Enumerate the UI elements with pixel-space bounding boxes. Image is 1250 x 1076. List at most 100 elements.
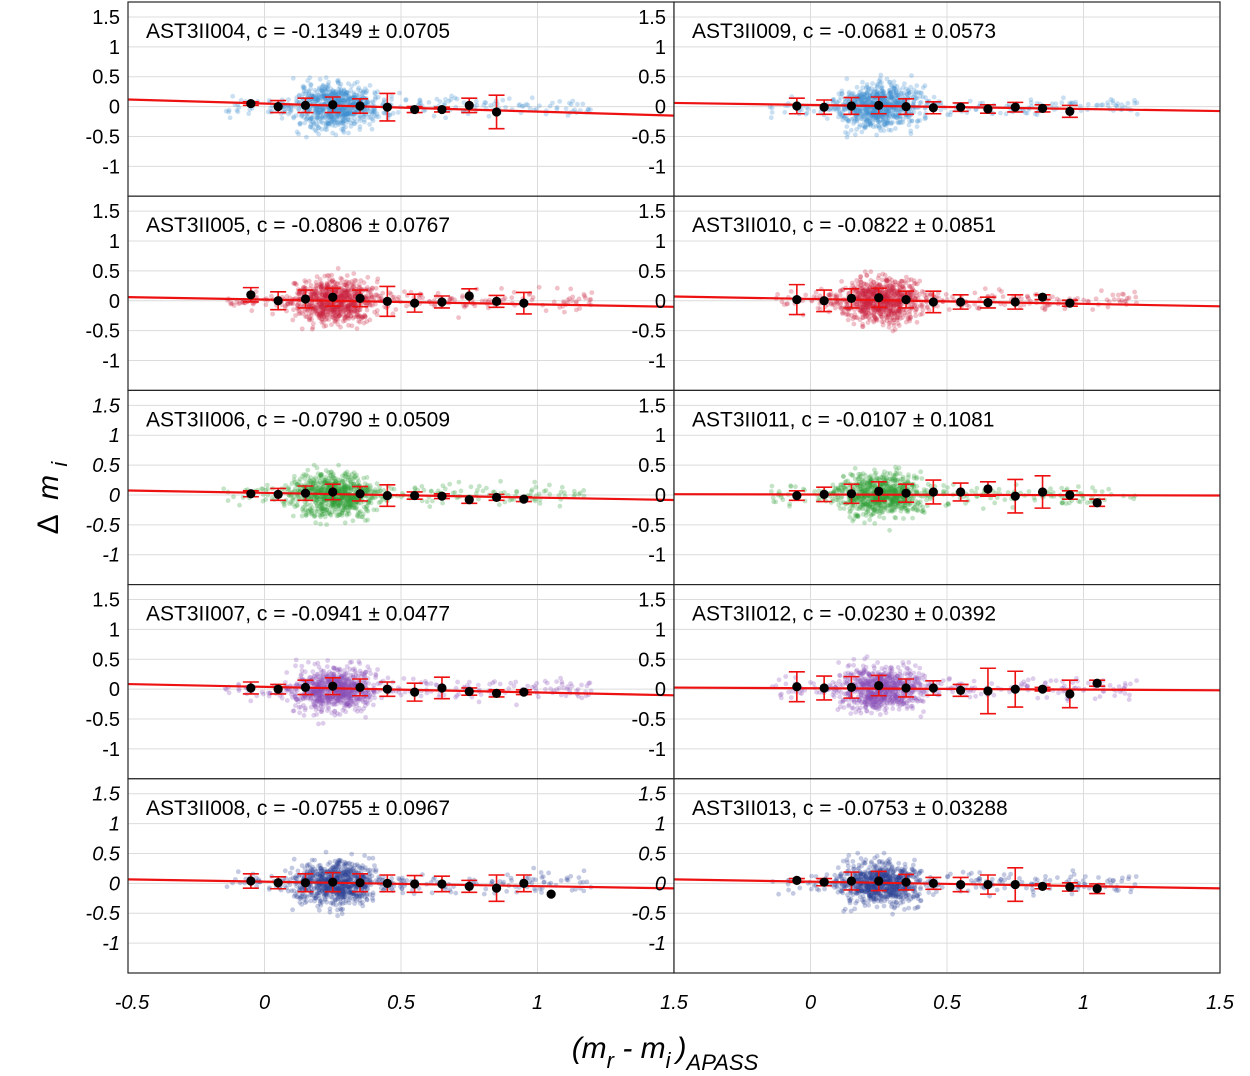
scatter-point	[231, 494, 236, 500]
bin-mean-marker	[519, 298, 529, 308]
scatter-point	[318, 95, 323, 101]
scatter-point	[317, 277, 323, 282]
scatter-point	[577, 490, 583, 496]
scatter-point	[879, 84, 885, 90]
scatter-point	[547, 482, 552, 488]
scatter-point	[226, 109, 232, 115]
scatter-point	[365, 99, 370, 104]
scatter-point	[317, 106, 323, 112]
scatter-point	[320, 120, 326, 126]
scatter-point	[308, 116, 314, 122]
scatter-point	[361, 320, 367, 326]
scatter-point	[900, 119, 906, 125]
panel-title-error: 0.0767	[380, 214, 450, 237]
scatter-point	[334, 113, 340, 119]
scatter-point	[580, 101, 586, 107]
scatter-point	[349, 505, 355, 511]
y-tick-label: 0	[655, 291, 666, 313]
scatter-point	[316, 107, 322, 113]
bin-mean-marker	[491, 296, 502, 306]
scatter-point	[282, 107, 287, 112]
scatter-point	[328, 469, 334, 475]
scatter-point	[319, 88, 325, 93]
scatter-point	[340, 91, 346, 97]
panel-title-coefficient: c = -0.0790	[257, 408, 369, 431]
bin-mean-marker	[355, 489, 365, 499]
scatter-point	[345, 93, 351, 99]
scatter-point	[351, 90, 357, 96]
scatter-point	[891, 86, 897, 91]
scatter-point	[570, 98, 576, 104]
scatter-point	[462, 304, 467, 310]
scatter-point	[287, 501, 292, 506]
scatter-point	[484, 485, 489, 491]
y-tick-label: 1.5	[92, 201, 120, 223]
scatter-point	[563, 106, 569, 112]
bin-mean-marker	[819, 296, 829, 306]
scatter-point	[917, 292, 922, 297]
scatter-point	[338, 97, 343, 103]
bin-mean-marker	[519, 494, 529, 504]
scatter-point	[320, 88, 325, 94]
scatter-point	[320, 83, 326, 88]
scatter-point	[340, 508, 345, 514]
scatter-point	[336, 80, 341, 86]
scatter-point	[352, 121, 357, 127]
scatter-point	[569, 298, 575, 304]
scatter-point	[1026, 296, 1031, 301]
scatter-point	[312, 87, 318, 93]
scatter-point	[371, 107, 377, 113]
scatter-point	[341, 87, 347, 93]
scatter-point	[306, 317, 312, 323]
scatter-point	[306, 92, 312, 97]
scatter-point	[999, 289, 1004, 294]
scatter-point	[221, 486, 227, 492]
scatter-point	[830, 301, 836, 306]
scatter-point	[299, 326, 305, 332]
scatter-point	[443, 96, 448, 102]
scatter-point	[350, 518, 356, 524]
scatter-point	[893, 302, 899, 308]
scatter-point	[368, 115, 374, 120]
scatter-point	[585, 107, 591, 113]
scatter-point	[330, 113, 336, 118]
scatter-point	[346, 111, 352, 117]
scatter-point	[302, 120, 308, 126]
scatter-point	[315, 114, 321, 120]
scatter-point	[920, 85, 926, 90]
scatter-point	[374, 279, 380, 285]
scatter-point	[316, 109, 321, 115]
scatter-point	[395, 110, 401, 115]
scatter-point	[346, 130, 351, 136]
scatter-point	[857, 122, 863, 128]
scatter-point	[340, 119, 346, 125]
scatter-point	[403, 97, 408, 103]
scatter-point	[319, 114, 325, 120]
scatter-point	[336, 97, 342, 102]
scatter-point	[559, 484, 565, 490]
scatter-point	[329, 90, 334, 96]
y-tick-label: 0	[109, 97, 120, 119]
scatter-point	[913, 281, 918, 286]
scatter-point	[888, 127, 894, 133]
scatter-point	[314, 128, 319, 134]
scatter-point	[322, 511, 327, 517]
y-tick-label: 0.5	[92, 455, 121, 477]
panel-title-pm: ±	[368, 214, 380, 237]
scatter-point	[543, 308, 549, 314]
bin-mean-marker	[382, 102, 392, 112]
bin-mean-marker	[464, 495, 474, 505]
scatter-point	[315, 110, 320, 116]
scatter-point	[1114, 104, 1120, 109]
scatter-point	[300, 83, 306, 89]
scatter-point	[982, 286, 988, 292]
scatter-point	[844, 124, 850, 129]
scatter-point	[311, 462, 317, 468]
scatter-point	[1000, 294, 1006, 299]
scatter-point	[390, 110, 396, 116]
scatter-point	[279, 115, 285, 121]
scatter-point	[900, 283, 905, 289]
scatter-point	[324, 127, 330, 133]
scatter-point	[320, 107, 326, 113]
